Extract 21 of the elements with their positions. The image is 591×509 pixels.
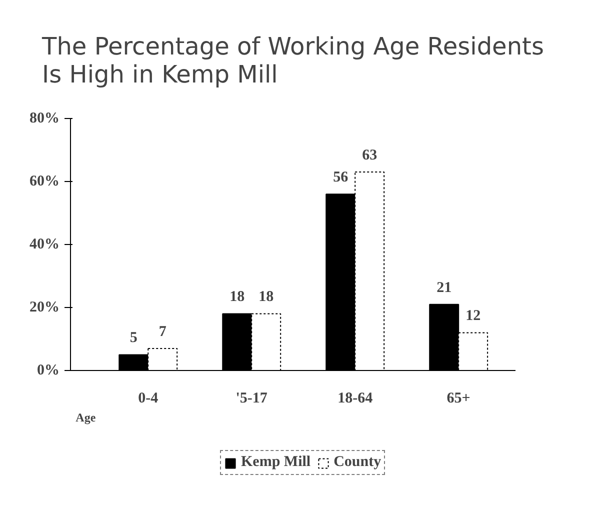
data-label: 21: [436, 280, 452, 296]
x-axis-title: Age: [76, 410, 96, 424]
x-tick-label: 18-64: [338, 390, 374, 406]
y-tick-label: 20%: [30, 300, 60, 316]
x-tick-label: '5-17: [236, 390, 268, 406]
data-label: 56: [333, 170, 349, 186]
chart-title: The Percentage of Working Age Residents Is High in Kemp Mill: [41, 32, 544, 88]
data-label: 18: [230, 289, 245, 306]
data-label: 12: [466, 308, 481, 324]
x-tick-label: 65+: [446, 390, 470, 406]
y-tick-label: 80%: [30, 110, 60, 126]
y-tick-label: 60%: [30, 174, 60, 190]
data-label: 7: [158, 324, 167, 340]
y-tick-label: 40%: [30, 236, 60, 252]
data-label: 63: [362, 147, 378, 164]
legend-label: County: [334, 454, 382, 471]
data-label: 5: [130, 330, 138, 346]
legend-label: Kemp Mill: [241, 454, 311, 471]
data-label: 18: [258, 289, 274, 306]
y-tick-label: 0%: [37, 362, 60, 378]
x-tick-label: 0-4: [138, 390, 159, 406]
